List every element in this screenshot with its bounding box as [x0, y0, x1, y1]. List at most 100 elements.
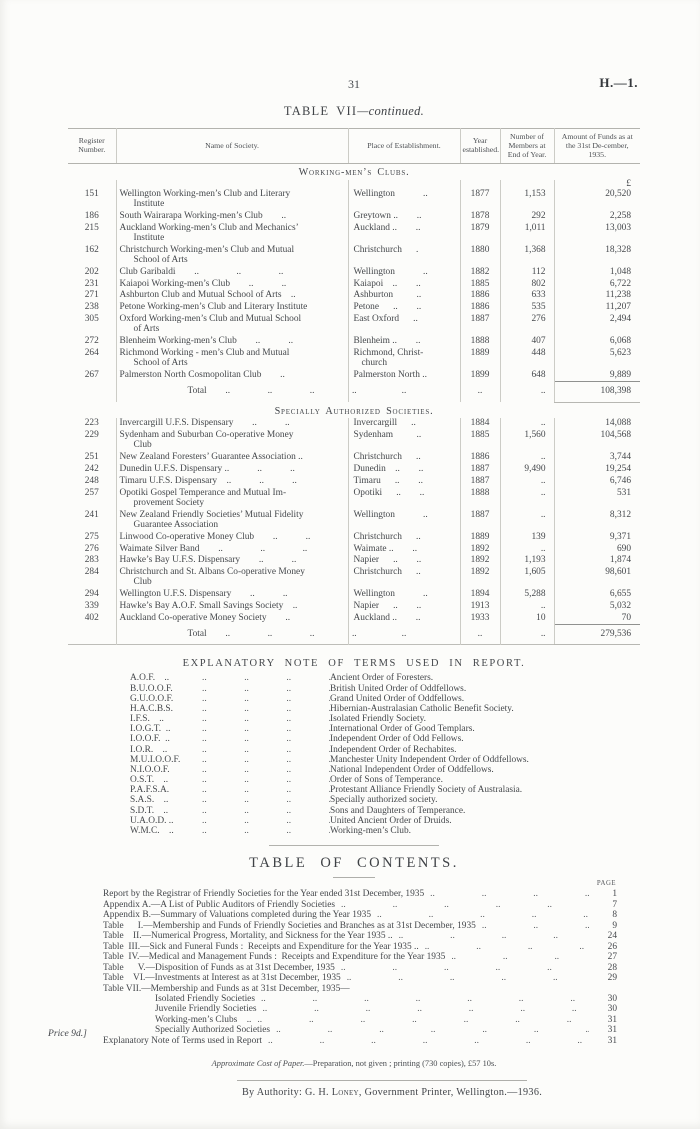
cell-register-number: 251 [84, 452, 99, 463]
col-header: Amount of Funds as at the 31st De-cember… [553, 128, 640, 165]
term-row: A.O.F. .. .. .. .. .. Ancient Order of For… [130, 673, 640, 683]
cell-place: Christchurch . [347, 244, 460, 267]
toc-item-label: Table V.—Disposition of Funds as at 31st… [103, 962, 335, 973]
cell-place: Petone .. .. [347, 301, 460, 314]
cell-register-number: 272 [84, 336, 99, 347]
cell-place: Napier .. .. [347, 600, 460, 613]
cell-year: 1933 [459, 612, 500, 625]
term-abbr: B.U.O.O.F. [130, 683, 173, 694]
term-abbr: O.S.T. .. [130, 775, 169, 786]
dot-leader: .. .. .. .. [202, 795, 330, 806]
term-meaning: Specially authorized society. [330, 795, 438, 806]
cell-register-number: 223 [84, 418, 99, 429]
term-meaning: British United Order of Oddfellows. [330, 683, 467, 694]
table-row: 257 Opotiki Gospel Temperance and Mutual … [68, 487, 640, 510]
cell-place: Wellington .. [347, 266, 460, 279]
cell-year: 1886 [459, 301, 500, 314]
cell-place: .. [347, 381, 460, 403]
cell-register-number: 248 [84, 475, 99, 486]
cell-register-number: 294 [84, 589, 99, 600]
cell-society-name: Wellington U.F.S. Dispensary .. .. [115, 588, 348, 601]
term-abbr: S.D.T. .. [130, 805, 169, 816]
empty-cell [499, 179, 554, 189]
cell-members: 112 [499, 266, 554, 279]
cell-place: Opotiki .. .. [347, 487, 460, 510]
table-row: 267 Palmerston North Cosmopolitan Club ..… [68, 369, 640, 382]
term-meaning: Manchester Unity Independent Order of Od… [330, 754, 529, 765]
cell-society-name: Richmond Working - men’s Club and Mutual… [115, 347, 348, 370]
cell-funds: 5,032 [553, 600, 640, 613]
cell-year: 1892 [459, 543, 500, 555]
term-abbr: A.O.F. .. [130, 673, 170, 684]
explanatory-note-section: EXPLANATORY NOTE OF TERMS USED IN REPORT… [68, 658, 640, 846]
toc-body: PAGE Report by the Registrar of Friendly… [103, 879, 617, 1046]
cell-year: 1887 [459, 475, 500, 488]
page-header: 31 H.—1. [68, 0, 640, 93]
cell-members: 1,011 [499, 222, 554, 245]
table-row: 215 Auckland Working-men’s Club and Mecha… [68, 222, 640, 245]
cell-register-number: 231 [84, 278, 99, 289]
cell-society-name: Palmerston North Cosmopolitan Club .. [115, 369, 348, 382]
total-label-cell: Total .. .. .. .. [115, 381, 357, 403]
cell-society-name: Blenheim Working-men’s Club .. .. [115, 335, 348, 348]
table-head: Register Number. Name of Society. Place of… [68, 128, 640, 165]
toc-item: Table IV.—Medical and Management Funds :… [103, 952, 617, 962]
cell-funds: 98,601 [553, 566, 640, 589]
term-row: S.A.S. .. .. .. .. .. Specially authorized… [130, 795, 640, 805]
term-abbr: P.A.F.S.A. [130, 785, 170, 796]
table-title-continued: —continued. [357, 104, 425, 118]
cell-register-number: 276 [84, 543, 99, 554]
cell-members: 5,288 [499, 588, 554, 601]
cell-year: 1889 [459, 347, 500, 370]
term-abbr: I.O.G.T. .. [130, 724, 171, 735]
toc-item: Table VII.—Membership and Funds as at 31… [103, 984, 617, 994]
cell-year: 1885 [459, 278, 500, 290]
total-label-cell: Total .. .. .. .. [115, 624, 357, 645]
cell-society-name: Opotiki Gospel Temperance and Mutual Im-… [115, 487, 348, 510]
currency-symbol: £ [553, 179, 640, 189]
term-row: S.D.T. .. .. .. .. .. Sons and Daughters o… [130, 806, 640, 816]
empty-cell [115, 179, 348, 189]
cell-members: .. [499, 451, 554, 464]
cell-members: 1,153 [499, 188, 554, 211]
section-divider-rule [269, 844, 439, 846]
cell-society-name: Sydenham and Suburban Co-operative Money… [115, 429, 348, 452]
term-meaning: Sons and Daughters of Temperance. [330, 805, 466, 816]
table-title-main: TABLE VII [283, 104, 358, 118]
term-meaning: Independent Order of Rechabites. [330, 744, 457, 755]
term-abbr: W.M.C. .. [130, 825, 174, 836]
table-row: 284 Christchurch and St. Albans Co-operat… [68, 566, 640, 589]
currency-row: £ [68, 179, 640, 189]
dot-leader: .. .. .. .. .. .. .. .. [341, 899, 589, 910]
term-row: I.O.O.F. .. .. .. .. .. Independent Order … [130, 734, 640, 744]
dot-leader: .. .. .. .. [202, 734, 330, 745]
table-row: 151 Wellington Working-men’s Club and Lit… [68, 188, 640, 211]
cell-year: 1887 [459, 509, 500, 532]
table-row: 251 New Zealand Foresters’ Guarantee Asso… [68, 451, 640, 464]
term-abbr: M.U.I.O.O.F. [130, 754, 181, 765]
dot-leader: .. .. .. .. [202, 683, 330, 694]
cell-members: 633 [499, 289, 554, 302]
dot-leader: .. .. .. .. [202, 775, 330, 786]
toc-page-number: 7 [612, 899, 617, 910]
cell-members: 1,605 [499, 566, 554, 589]
cell-register-number: 186 [84, 210, 99, 221]
cell-funds: 6,746 [553, 475, 640, 488]
cell-funds: 19,254 [553, 463, 640, 476]
term-meaning: International Order of Good Templars. [330, 724, 475, 735]
table-row: 283 Hawke’s Bay U.F.S. Dispensary .. .. Na… [68, 554, 640, 567]
cell-members: 1,193 [499, 554, 554, 567]
table-row: 202 Club Garibaldi .. .. .. Wellington .. 1… [68, 266, 640, 279]
toc-page-number: 30 [607, 993, 617, 1004]
dot-leader: .. .. .. .. .. .. .. .. [262, 1004, 589, 1015]
toc-item-label: Juvenile Friendly Societies [155, 1004, 257, 1015]
toc-page-number: 8 [612, 910, 617, 921]
cell-register-number: 202 [84, 266, 99, 277]
total-leader: .. .. .. .. [206, 628, 357, 639]
cell-members: 802 [499, 278, 554, 290]
cell-year: 1889 [459, 531, 500, 544]
cell-place: Ashburton .. [347, 289, 460, 302]
toc-page-number: 26 [607, 941, 617, 952]
cell-society-name: Petone Working-men’s Club and Literary I… [115, 301, 348, 314]
cell-register-number: 264 [84, 347, 99, 358]
